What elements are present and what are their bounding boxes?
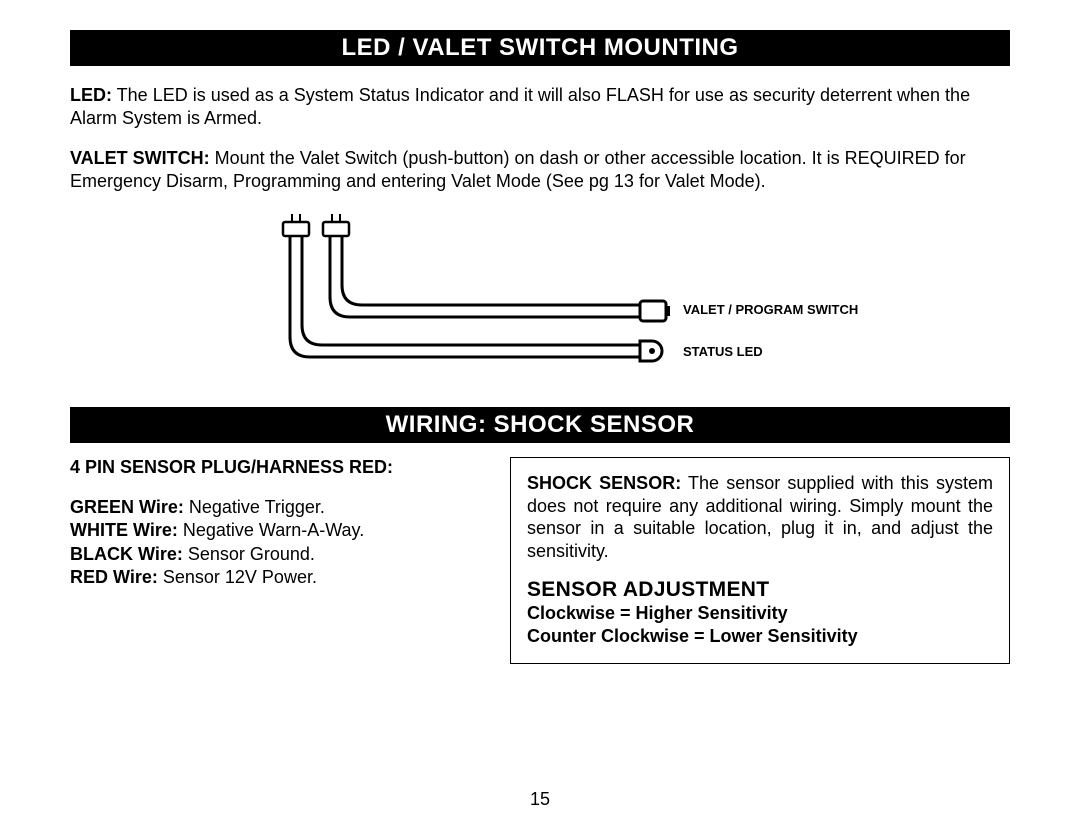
shock-box: SHOCK SENSOR: The sensor supplied with t…	[510, 457, 1010, 664]
wire-row: RED Wire: Sensor 12V Power.	[70, 566, 470, 589]
led-text: The LED is used as a System Status Indic…	[70, 85, 970, 128]
wire-text: Sensor 12V Power.	[158, 567, 317, 587]
wire-label: RED Wire:	[70, 567, 158, 587]
led-paragraph: LED: The LED is used as a System Status …	[70, 84, 1010, 129]
wire-text: Sensor Ground.	[183, 544, 315, 564]
valet-paragraph: VALET SWITCH: Mount the Valet Switch (pu…	[70, 147, 1010, 192]
wire-label: BLACK Wire:	[70, 544, 183, 564]
harness-column: 4 PIN SENSOR PLUG/HARNESS RED: GREEN Wir…	[70, 457, 470, 664]
sensor-adj-cw: Clockwise = Higher Sensitivity	[527, 602, 993, 625]
sensor-adj-ccw: Counter Clockwise = Lower Sensitivity	[527, 625, 993, 648]
sensor-adjustment-heading: SENSOR ADJUSTMENT	[527, 578, 993, 602]
shock-column: SHOCK SENSOR: The sensor supplied with t…	[510, 457, 1010, 664]
page-number: 15	[0, 789, 1080, 810]
wire-text: Negative Trigger.	[184, 497, 325, 517]
wiring-diagram: VALET / PROGRAM SWITCH STATUS LED	[70, 212, 1010, 392]
shock-label: SHOCK SENSOR:	[527, 473, 681, 493]
harness-heading: 4 PIN SENSOR PLUG/HARNESS RED:	[70, 457, 470, 478]
section-header-mounting: LED / VALET SWITCH MOUNTING	[70, 30, 1010, 66]
label-valet-switch: VALET / PROGRAM SWITCH	[683, 302, 858, 317]
wire-label: GREEN Wire:	[70, 497, 184, 517]
wire-label: WHITE Wire:	[70, 520, 178, 540]
diagram-svg	[220, 212, 670, 387]
wire-list: GREEN Wire: Negative Trigger. WHITE Wire…	[70, 496, 470, 590]
wire-row: BLACK Wire: Sensor Ground.	[70, 543, 470, 566]
valet-label: VALET SWITCH:	[70, 148, 210, 168]
wire-text: Negative Warn-A-Way.	[178, 520, 364, 540]
led-label: LED:	[70, 85, 112, 105]
shock-paragraph: SHOCK SENSOR: The sensor supplied with t…	[527, 472, 993, 562]
wire-row: WHITE Wire: Negative Warn-A-Way.	[70, 519, 470, 542]
label-status-led: STATUS LED	[683, 344, 763, 359]
section-header-shock: WIRING: SHOCK SENSOR	[70, 407, 1010, 443]
wire-row: GREEN Wire: Negative Trigger.	[70, 496, 470, 519]
